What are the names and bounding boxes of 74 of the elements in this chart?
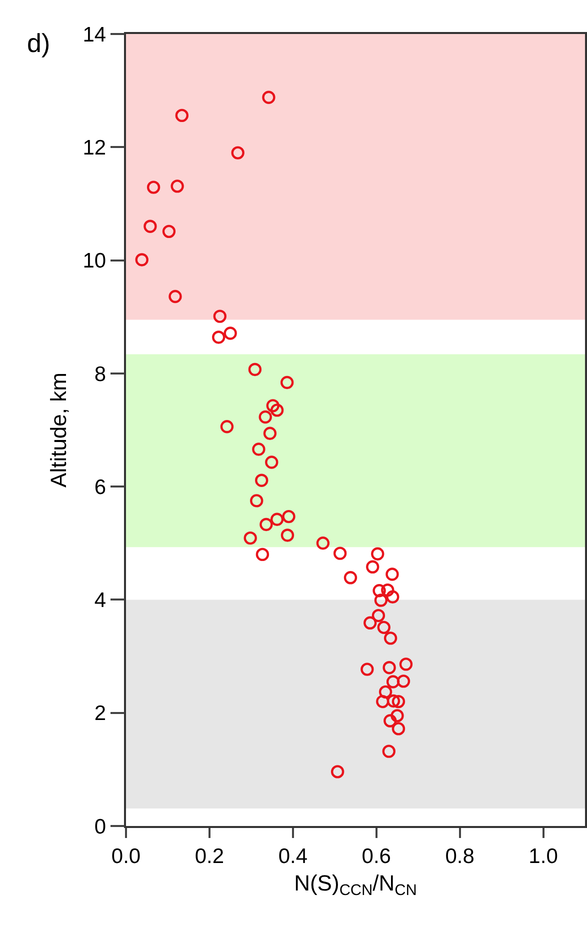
- point: [396, 674, 410, 688]
- point: [377, 620, 390, 634]
- x-tick-label: 0.6: [362, 844, 391, 868]
- point: [381, 584, 394, 597]
- point: [220, 420, 234, 434]
- point: [244, 531, 257, 545]
- point: [364, 616, 377, 630]
- point: [260, 518, 273, 532]
- text: d): [27, 28, 50, 58]
- point: [382, 744, 396, 758]
- point: [280, 376, 294, 390]
- y-tick-label: 2: [94, 702, 106, 726]
- point: [255, 474, 268, 487]
- point: [265, 456, 278, 469]
- y-tick-label: 8: [94, 362, 106, 386]
- point: [263, 426, 277, 440]
- point: [372, 608, 386, 622]
- y-tick-label: 0: [94, 815, 106, 838]
- point: [282, 510, 296, 524]
- point: [213, 310, 226, 323]
- point: [344, 571, 358, 584]
- point: [384, 632, 398, 645]
- point: [386, 675, 400, 688]
- point: [392, 722, 406, 736]
- point: [252, 442, 266, 456]
- x-tick-label: 0.2: [194, 844, 224, 868]
- point: [333, 546, 347, 560]
- y-tick-label: 10: [82, 250, 106, 273]
- point: [270, 512, 284, 526]
- point: [378, 685, 392, 699]
- point: [212, 330, 226, 344]
- y-tick-label: 14: [82, 23, 106, 46]
- x-axis-title: N(S)$_{CCN}$/N$_{CN}$: [294, 870, 417, 899]
- point: [168, 290, 182, 304]
- x-tick-label: 0.4: [278, 844, 308, 868]
- point: [270, 404, 284, 417]
- point: [386, 568, 399, 581]
- point: [280, 528, 294, 542]
- point: [399, 658, 413, 671]
- point: [384, 714, 397, 728]
- point: [360, 662, 374, 676]
- y-tick-label: 6: [94, 476, 106, 499]
- point: [146, 180, 160, 194]
- point: [382, 661, 396, 674]
- point: [372, 584, 386, 598]
- point: [266, 399, 280, 412]
- point: [256, 548, 270, 562]
- point: [162, 224, 176, 238]
- x-tick-label: 0.8: [445, 844, 474, 868]
- point: [135, 253, 148, 266]
- point: [316, 536, 330, 550]
- point: [231, 146, 244, 160]
- point: [366, 560, 380, 574]
- y-axis-title: Altitude, km: [46, 372, 71, 488]
- point: [175, 108, 189, 122]
- y-tick-label: 4: [94, 589, 106, 612]
- point: [371, 547, 384, 560]
- point: [330, 765, 344, 778]
- point: [144, 220, 157, 233]
- point: [374, 594, 388, 607]
- point: [386, 590, 400, 604]
- point: [250, 494, 264, 508]
- x-tick-label: 0.0: [111, 844, 141, 868]
- point: [376, 694, 390, 708]
- point: [386, 694, 400, 708]
- point: [224, 326, 237, 340]
- point: [392, 694, 406, 708]
- y-tick-label: 12: [82, 136, 106, 160]
- point: [262, 90, 276, 104]
- point: [390, 709, 404, 722]
- x-tick-label: 1.0: [528, 844, 558, 868]
- point: [258, 410, 272, 424]
- point: [170, 180, 184, 193]
- point: [248, 362, 262, 376]
